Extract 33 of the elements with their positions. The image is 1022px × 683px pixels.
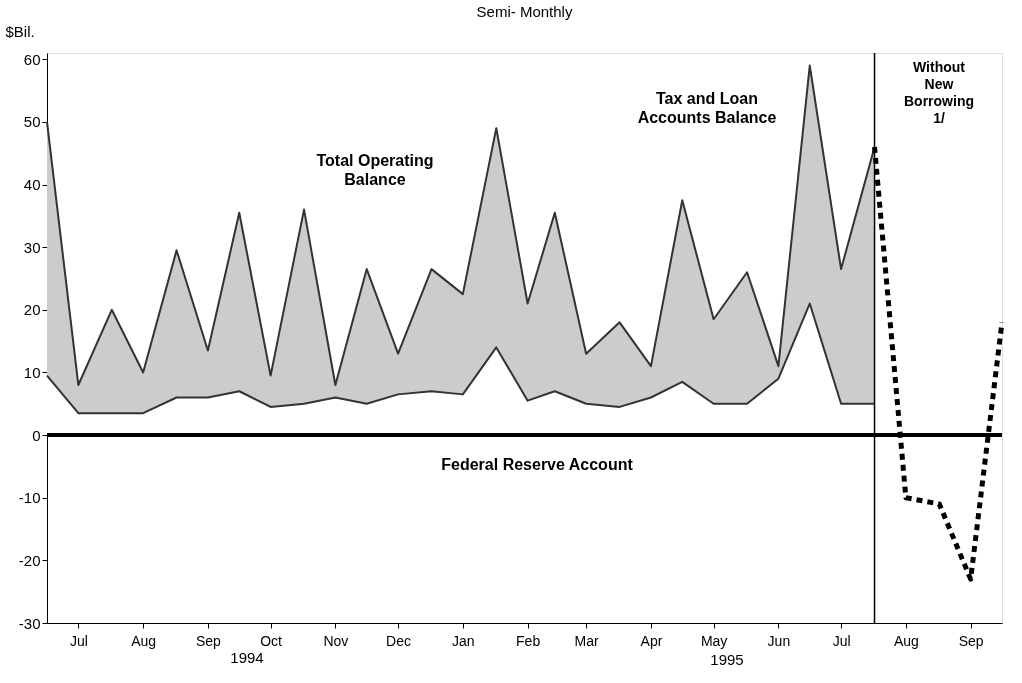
y-tick-label: 40	[23, 176, 41, 194]
y-axis-title: $Bil.	[5, 22, 35, 40]
x-tick-label: Jan	[452, 632, 475, 649]
y-tick-label: -30	[18, 614, 41, 632]
y-tick-label: 0	[32, 426, 41, 444]
series-label: Tax and Loan Accounts Balance	[637, 89, 777, 126]
x-tick-label: Apr	[640, 632, 663, 649]
y-tick-label: -10	[18, 489, 41, 507]
text: 1994	[230, 649, 264, 666]
series-label: Federal Reserve Account	[441, 456, 634, 474]
x-tick-label: Aug	[131, 632, 157, 649]
x-tick-label: Mar	[574, 632, 600, 649]
x-tick-label: Nov	[323, 632, 349, 649]
y-tick-label: 50	[23, 113, 41, 131]
x-tick-label: Jun	[767, 632, 791, 649]
x-tick-label: Jul	[832, 632, 851, 649]
x-tick-label: Sep	[958, 632, 984, 649]
y-tick-label: 20	[23, 301, 41, 319]
text: 1995	[710, 651, 744, 668]
annotation: Without New Borrowing 1/	[904, 59, 974, 126]
x-tick-label: Feb	[516, 632, 541, 649]
x-tick-label: Sep	[195, 632, 222, 649]
x-tick-label: Aug	[893, 632, 919, 649]
y-tick-label: 10	[23, 363, 41, 381]
x-tick-label: Oct	[260, 632, 283, 649]
chart-subtitle: Semi- Monthly	[476, 3, 573, 20]
x-tick-label: May	[700, 632, 728, 649]
x-tick-label: Dec	[386, 632, 412, 649]
y-tick-label: 60	[23, 50, 41, 68]
annotation: Total Operating Balance	[316, 152, 434, 189]
y-tick-label: 30	[23, 238, 41, 256]
x-tick-label: Jul	[69, 632, 88, 649]
y-tick-label: -20	[18, 551, 41, 569]
